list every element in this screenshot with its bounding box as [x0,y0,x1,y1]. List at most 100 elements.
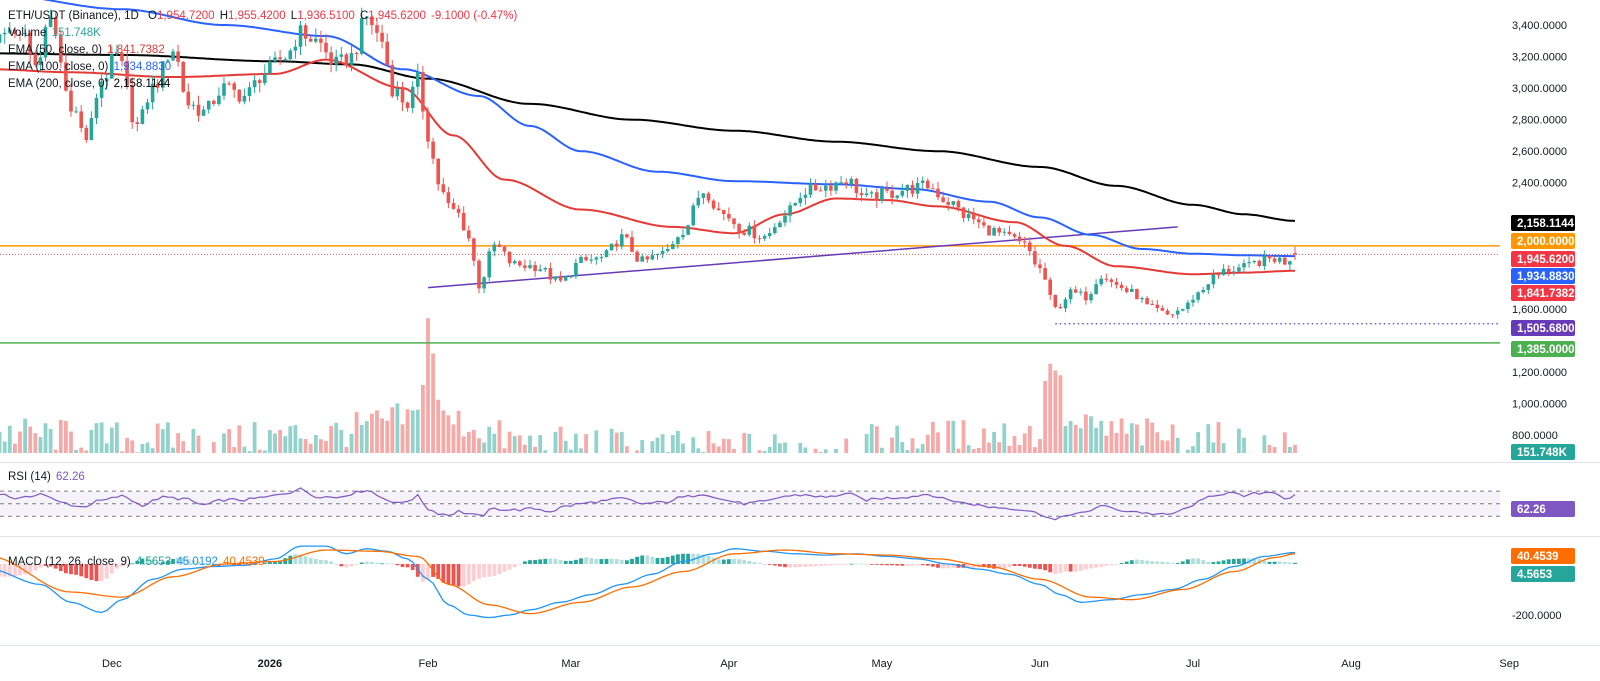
candlesticks[interactable] [0,7,1297,319]
volume-bar [319,439,323,453]
macd-histogram-bar [426,564,430,580]
candle-body [915,182,920,194]
candle-body [737,224,741,233]
macd-histogram-bar [533,559,537,564]
macd-histogram-bar [53,564,58,569]
volume-bar [834,448,838,453]
macd-histogram-bar [436,564,441,579]
candle-body [829,185,833,191]
ema200-badge-label: 2,158.1144 [1517,218,1575,230]
volume-bar [18,431,22,453]
macd-histogram-bar [1288,562,1292,564]
macd-histogram-bar [487,564,492,577]
volume-legend[interactable]: Volume 151.748K [8,26,103,41]
volume-bar [94,423,99,453]
candle-body [523,265,527,268]
symbol-label[interactable]: ETH/USDT (Binance), 1D [8,10,139,22]
volume-badge [1511,444,1575,460]
candle-body [1186,302,1190,310]
ema50-label: EMA (50, close, 0) [8,44,102,56]
candle-body [380,32,384,42]
macd-histogram-bar [890,564,894,566]
macd-histogram-bar [676,554,680,564]
candle-body [2,32,7,35]
volume-bar [992,431,996,453]
macd-histogram-bar [160,561,165,564]
ema200-value: 2,158.1144 [113,78,171,90]
candle-body [416,72,420,87]
ema50-legend[interactable]: EMA (50, close, 0) 1,841.7382 [8,43,167,58]
macd-histogram-bar [1231,558,1236,564]
macd-histogram-bar [829,564,833,566]
rsi-legend[interactable]: RSI (14) 62.26 [8,470,87,485]
candle-body [1175,310,1180,315]
macd-histogram-bar [1114,564,1119,565]
macd-histogram-bar [1267,561,1272,564]
volume-bar [359,424,364,453]
macd-histogram-bar [370,561,374,564]
volume-bar [1135,424,1139,453]
macd-histogram-bar [696,553,701,564]
volume-bar [364,421,369,453]
candle-body [227,83,231,85]
macd-histogram-bar [201,562,206,564]
macd-histogram-bar [28,564,33,573]
macd-histogram-bar [1216,561,1221,564]
ema100-legend[interactable]: EMA (100, close, 0) 1,934.8830 [8,60,173,75]
volume-bar [125,437,129,453]
volume-bar [273,433,277,453]
macd-histogram-bar [171,558,175,564]
candle-body [43,26,48,58]
macd-histogram-bar [166,560,170,564]
macd-histogram-bar [1053,564,1058,574]
candle-body [181,61,185,92]
macd-signal-value: 40.4539 [223,556,265,568]
macd-histogram-bar [104,564,109,579]
macd-histogram-bar [1027,564,1032,568]
candle-body [145,102,150,110]
macd-histogram-bar [155,561,160,564]
rsi-badge-label: 62.26 [1517,504,1546,516]
candle-body [59,34,63,63]
volume-bar [74,449,78,453]
macd-histogram-bar [23,564,27,575]
candle-body [579,256,583,263]
candle-body [1012,234,1017,237]
volume-bar [997,442,1002,453]
time-tick-label: 2026 [258,658,282,670]
time-axis[interactable]: Dec 2026 Feb Mar Apr May Jun Jul Aug Sep [102,658,1519,670]
volume-bar [1211,442,1216,453]
macd-histogram-bar [283,558,288,564]
macd-histogram-bar [456,564,461,587]
candle-body [971,213,976,220]
macd-histogram-bar [466,564,471,585]
volume-bar [7,425,12,453]
volume-bar [1038,439,1042,453]
candle-body [324,42,328,53]
ema200-legend[interactable]: EMA (200, close, 0) 2,158.1144 [8,77,172,92]
macd-histogram-bar [354,564,359,565]
symbol-header[interactable]: ETH/USDT (Binance), 1D O1,954.7200 H1,95… [8,9,519,24]
volume-bar [482,442,486,453]
volume-bar [69,431,73,453]
candle-body [783,215,787,223]
volume-bar [584,434,588,453]
candle-body [344,54,349,65]
ema200-badge [1511,215,1575,231]
ema200-line [0,52,1296,222]
macd-histogram-bar [176,557,180,564]
triangle-trendline [427,226,1178,289]
candle-body [395,88,400,97]
macd-legend[interactable]: MACD (12, 26, close, 9) 4.5653 45.0192 4… [8,555,267,570]
candle-body [354,53,359,55]
macd-histogram-bar [1196,558,1200,564]
macd-histogram-bar [334,563,339,565]
macd-hist-badge-label: 4.5653 [1517,569,1552,581]
volume-bar [614,432,619,453]
volume-bar [64,420,68,453]
volume-bar [665,452,670,453]
volume-bar [951,420,956,453]
volume-bar [1089,416,1093,453]
volume-bar [257,449,262,453]
